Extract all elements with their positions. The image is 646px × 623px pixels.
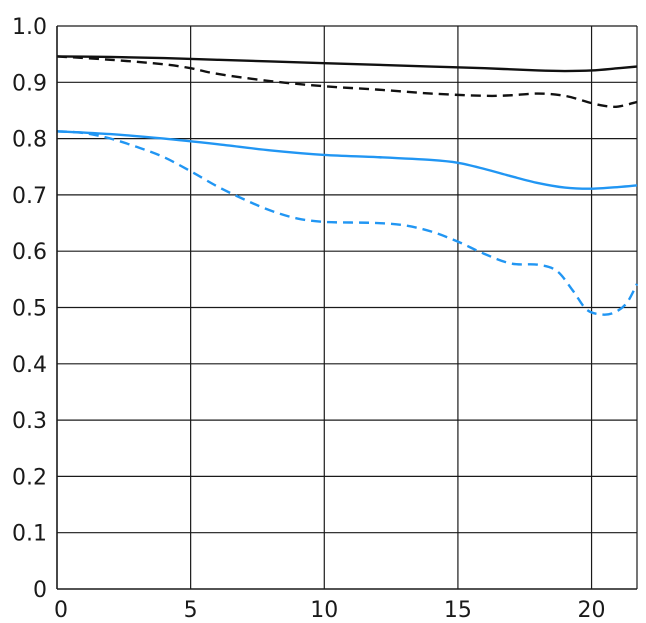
y-tick-label: 0.5: [12, 297, 47, 322]
y-tick-label: 0: [33, 578, 47, 603]
series-group: [56, 55, 639, 316]
y-tick-label: 1.0: [12, 15, 47, 40]
series-black-dashed-line: [56, 55, 638, 108]
x-tick-label: 0: [54, 598, 68, 623]
grid: [57, 25, 638, 589]
series-blue-dashed-line: [56, 130, 639, 316]
axes: [56, 26, 637, 590]
series-black-solid-line: [56, 55, 638, 73]
series-blue-solid-line: [56, 130, 638, 190]
x-tick-label: 10: [310, 598, 338, 623]
y-tick-label: 0.9: [12, 71, 47, 96]
y-tick-label: 0.6: [12, 240, 47, 265]
y-tick-label: 0.8: [12, 128, 47, 153]
x-tick-label: 15: [444, 598, 472, 623]
y-tick-label: 0.4: [12, 353, 47, 378]
y-tick-label: 0.7: [12, 184, 47, 209]
x-tick-label: 20: [578, 598, 606, 623]
tick-labels: 0 0.1 0.2 0.3 0.4 0.5 0.6 0.7 0.8 0.9 1.0 0 5 10 15 20: [12, 15, 606, 623]
y-tick-label: 0.3: [12, 409, 47, 434]
x-tick-label: 5: [184, 598, 198, 623]
y-tick-label: 0.1: [12, 522, 47, 547]
y-tick-label: 0.2: [12, 465, 47, 490]
